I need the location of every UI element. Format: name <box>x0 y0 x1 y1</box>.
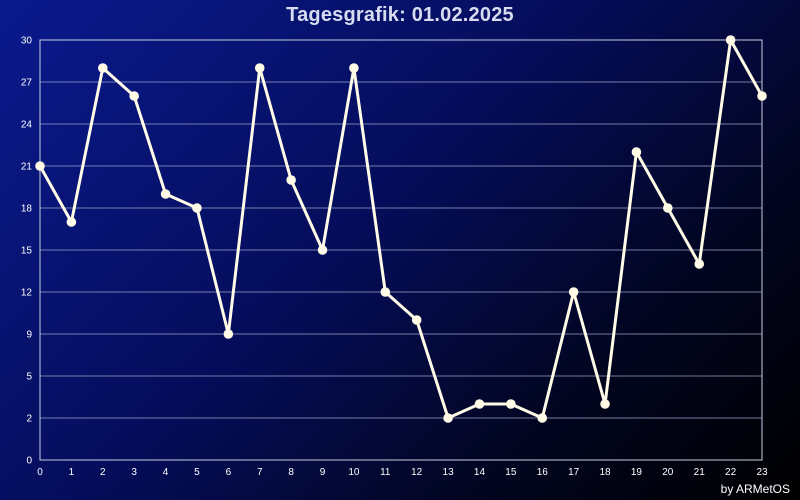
data-point <box>725 35 736 45</box>
data-point <box>349 63 359 73</box>
x-tick-label: 3 <box>131 467 137 478</box>
data-point <box>254 63 265 73</box>
data-point <box>474 399 485 409</box>
y-tick-label: 0 <box>26 456 32 467</box>
grid-lines <box>40 81 762 419</box>
data-point <box>506 399 516 409</box>
x-tick-label: 17 <box>568 467 580 478</box>
data-points <box>35 35 767 423</box>
x-tick-label: 14 <box>474 467 486 478</box>
data-point <box>160 189 171 199</box>
x-tick-label: 23 <box>756 467 768 478</box>
data-point <box>286 175 296 185</box>
data-point <box>568 287 579 297</box>
x-tick-label: 2 <box>100 467 106 478</box>
y-tick-label: 9 <box>26 330 32 341</box>
series-layer <box>38 38 764 420</box>
data-point <box>380 287 391 297</box>
data-point <box>631 147 642 157</box>
data-point <box>35 161 45 171</box>
data-point <box>600 399 610 409</box>
x-tick-label: 9 <box>320 467 326 478</box>
data-point <box>443 413 453 423</box>
x-axis-ticks: 0 1 2 3 4 5 6 7 8 9 10 11 12 13 14 15 16 17 18 19 20 21 22 23 <box>37 467 768 478</box>
data-point <box>97 63 108 73</box>
y-tick-label: 27 <box>21 78 33 89</box>
y-axis-ticks: 0 2 5 9 12 15 18 21 24 27 30 <box>21 36 33 467</box>
x-tick-label: 13 <box>443 467 455 478</box>
x-tick-label: 11 <box>380 467 391 478</box>
data-point <box>223 329 234 339</box>
x-tick-label: 8 <box>288 467 294 478</box>
y-tick-label: 21 <box>21 162 33 173</box>
x-tick-label: 15 <box>505 467 517 478</box>
y-tick-label: 24 <box>21 120 33 131</box>
y-tick-label: 2 <box>26 414 32 425</box>
y-tick-label: 30 <box>21 36 33 47</box>
x-tick-label: 21 <box>694 467 706 478</box>
plot-frame <box>39 39 763 461</box>
x-tick-label: 18 <box>599 467 611 478</box>
x-tick-label: 1 <box>69 467 75 478</box>
x-tick-label: 0 <box>37 467 43 478</box>
chart-title: Tagesgrafik: 01.02.2025 <box>286 4 514 26</box>
data-point <box>129 91 139 101</box>
x-tick-label: 7 <box>257 467 263 478</box>
series-line <box>38 38 764 420</box>
x-tick-label: 20 <box>662 467 674 478</box>
data-point <box>694 259 705 269</box>
x-tick-label: 16 <box>537 467 549 478</box>
data-point <box>411 315 422 325</box>
data-point <box>66 217 77 227</box>
x-tick-label: 5 <box>194 467 200 478</box>
y-tick-label: 18 <box>21 204 33 215</box>
data-point <box>192 203 202 213</box>
x-tick-label: 22 <box>725 467 737 478</box>
x-tick-label: 6 <box>226 467 232 478</box>
credit-text: by ARMetOS <box>720 482 790 496</box>
data-point <box>663 203 673 213</box>
y-tick-label: 5 <box>26 372 32 383</box>
data-point <box>317 245 328 255</box>
x-tick-label: 4 <box>163 467 169 478</box>
y-tick-label: 12 <box>21 288 33 299</box>
y-tick-label: 15 <box>21 246 33 257</box>
x-tick-label: 10 <box>348 467 360 478</box>
data-point <box>757 91 767 101</box>
x-tick-label: 12 <box>411 467 423 478</box>
data-point <box>537 413 548 423</box>
x-tick-label: 19 <box>631 467 643 478</box>
